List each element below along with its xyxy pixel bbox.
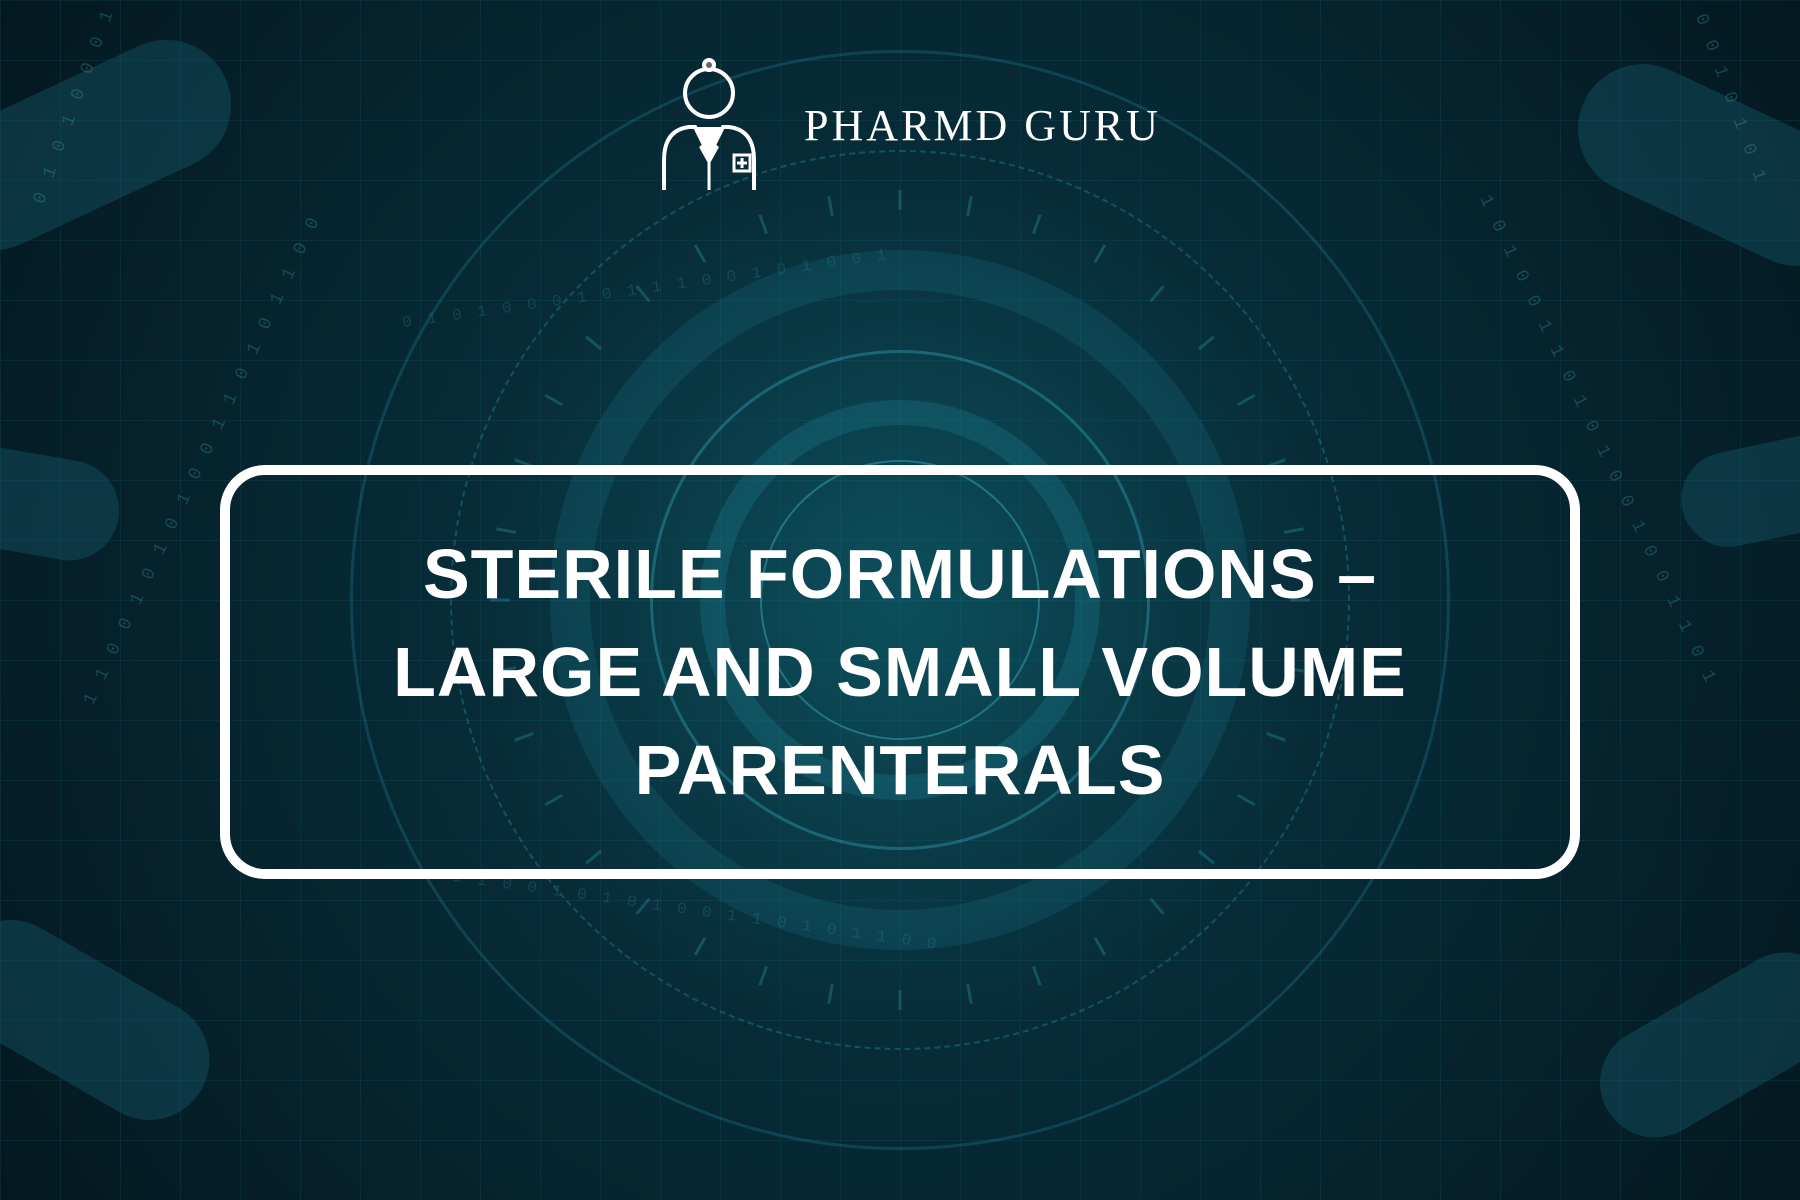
- title-line: LARGE AND SMALL VOLUME: [393, 633, 1407, 711]
- title-line: STERILE FORMULATIONS –: [423, 535, 1377, 613]
- doctor-icon: [639, 55, 779, 195]
- title-box: STERILE FORMULATIONS – LARGE AND SMALL V…: [220, 465, 1580, 879]
- brand-name: PHARMD GURU: [804, 100, 1161, 151]
- title-line: PARENTERALS: [635, 731, 1166, 809]
- header: PHARMD GURU: [639, 55, 1161, 195]
- page-title: STERILE FORMULATIONS – LARGE AND SMALL V…: [300, 525, 1500, 819]
